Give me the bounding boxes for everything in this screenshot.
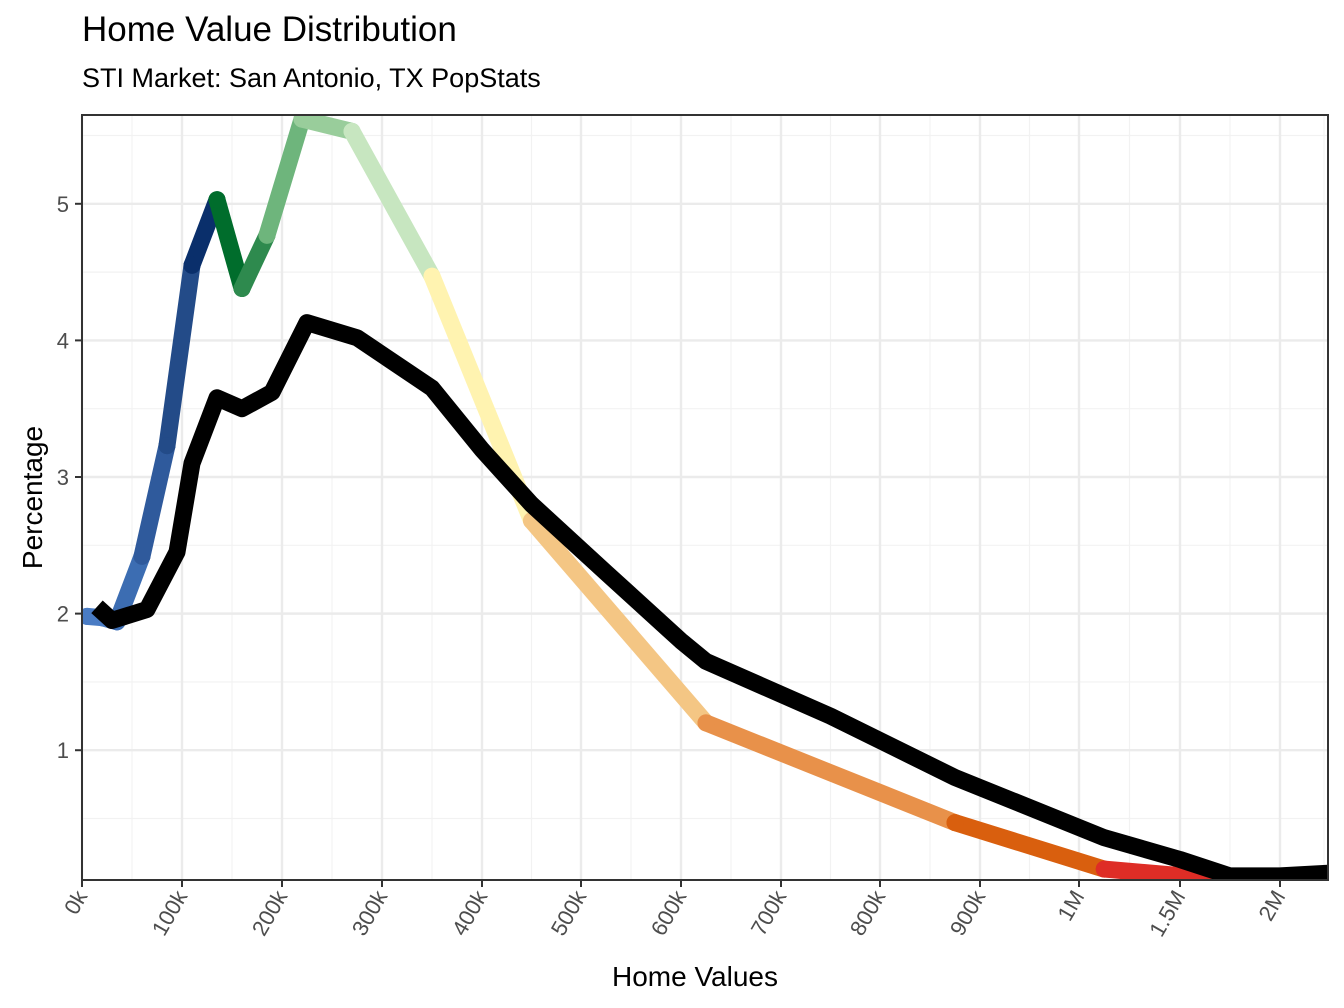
colored-series-point [158, 437, 176, 455]
colored-series-point [697, 714, 715, 732]
x-tick-label: 700k [746, 885, 792, 940]
y-tick-label: 2 [57, 602, 69, 627]
x-tick-label: 500k [546, 885, 592, 940]
colored-series-segment [293, 115, 361, 140]
colored-series-point [82, 607, 96, 625]
colored-series-point [946, 814, 964, 832]
colored-series-segment [946, 814, 1113, 878]
colored-series-segment [697, 714, 964, 832]
x-tick-label: 800k [845, 885, 891, 940]
y-tick-label: 1 [57, 738, 69, 763]
colored-series-segment [133, 437, 176, 565]
colored-series-point [133, 547, 151, 565]
colored-series-point [293, 115, 311, 128]
x-tick-label: 0k [59, 885, 93, 918]
x-axis-title: Home Values [612, 961, 778, 992]
x-tick-label: 900k [945, 885, 991, 940]
y-tick-label: 5 [57, 192, 69, 217]
colored-series-segment [258, 115, 311, 244]
x-tick-label: 400k [447, 885, 493, 940]
colored-series-point [208, 191, 226, 209]
y-axis-title: Percentage [17, 426, 48, 569]
colored-series-segment [343, 122, 441, 285]
colored-series-segment [208, 191, 251, 297]
x-tick-label: 1.5M [1144, 886, 1190, 941]
x-tick-label: 1M [1052, 886, 1089, 925]
colored-series-point [343, 122, 361, 140]
chart-title: Home Value Distribution [82, 10, 457, 49]
plot-panel [82, 115, 1328, 880]
black-series-line [91, 314, 1328, 880]
colored-series-segment [158, 256, 201, 455]
colored-series-point [258, 226, 276, 244]
colored-series-point [423, 267, 441, 285]
colored-series-segment [1095, 860, 1239, 880]
y-tick-label: 3 [57, 465, 69, 490]
chart-subtitle: STI Market: San Antonio, TX PopStats [82, 63, 541, 93]
x-tick-label: 600k [646, 885, 692, 940]
colored-series-segment [523, 512, 715, 732]
x-tick-label: 100k [147, 885, 193, 940]
colored-series-point [233, 279, 251, 297]
colored-series-segment [233, 226, 276, 297]
x-tick-label: 2M [1253, 886, 1290, 925]
colored-series-point [183, 256, 201, 274]
x-tick-label: 200k [247, 885, 293, 940]
x-tick-label: 300k [347, 885, 393, 940]
y-tick-label: 4 [57, 328, 69, 353]
plot-border [81, 114, 1329, 881]
colored-series-point [1095, 860, 1113, 878]
